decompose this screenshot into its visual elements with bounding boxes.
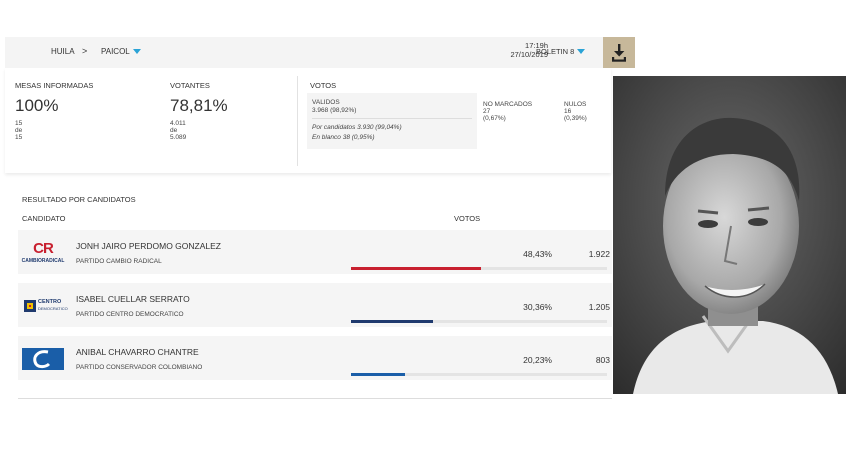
- candidate-name: JONH JAIRO PERDOMO GONZALEZ: [76, 241, 221, 251]
- votantes-total: 5.089: [170, 134, 187, 141]
- vote-count: 803: [595, 355, 610, 365]
- votantes-count: 4.011 de 5.089: [170, 120, 186, 141]
- party-name: PARTIDO CENTRO DEMOCRATICO: [76, 311, 184, 318]
- column-candidate: CANDIDATO: [22, 214, 66, 223]
- vote-count: 1.922: [588, 249, 610, 259]
- conservador-logo: [21, 345, 65, 373]
- cambio-radical-logo: CR CAMBIORADICAL: [21, 239, 65, 267]
- breadcrumb-paicol[interactable]: PAICOL: [101, 47, 130, 56]
- chevron-down-icon[interactable]: [133, 49, 141, 54]
- por-candidatos: Por candidatos 3.930 (99,04%): [312, 124, 402, 131]
- date-text: 27/10/2019: [510, 50, 548, 59]
- logo-text: CENTRO: [38, 299, 62, 305]
- portrait-image: [613, 76, 846, 394]
- mesas-count: 15 de 15: [15, 120, 22, 141]
- nulos-value: 16: [564, 108, 572, 115]
- logo-caption: DEMOCRATICO: [38, 306, 68, 311]
- vote-bar: [351, 320, 433, 323]
- hand-icon: [24, 300, 36, 312]
- no-marcados-label: NO MARCADOS: [483, 101, 533, 108]
- vote-bar: [351, 373, 406, 376]
- mesas-percentage: 100%: [15, 96, 59, 115]
- divider: [18, 398, 612, 399]
- boletin-selector[interactable]: BOLETIN 8: [536, 47, 575, 56]
- vote-percentage: 30,36%: [523, 302, 552, 312]
- party-name: PARTIDO CAMBIO RADICAL: [76, 258, 162, 265]
- candidate-row[interactable]: ANIBAL CHAVARRO CHANTRE PARTIDO CONSERVA…: [18, 336, 612, 380]
- validos-divider: [312, 118, 472, 119]
- votantes-count-a: 4.011: [170, 120, 186, 127]
- validos-value: 3.968 (98,92%): [312, 107, 357, 114]
- en-blanco: En blanco 38 (0,95%): [312, 134, 375, 141]
- votantes-de: de: [170, 127, 178, 134]
- conservador-icon: [22, 348, 64, 370]
- votantes-percentage: 78,81%: [170, 96, 228, 115]
- column-votes: VOTOS: [454, 214, 481, 223]
- party-name: PARTIDO CONSERVADOR COLOMBIANO: [76, 364, 203, 371]
- mesas-de: de: [15, 127, 23, 134]
- votantes-label: VOTANTES: [170, 81, 210, 90]
- nulos: NULOS 16 (0,39%): [564, 101, 587, 122]
- time-text: 17:19h: [525, 41, 548, 50]
- download-icon: [612, 44, 626, 62]
- mesas-label: MESAS INFORMADAS: [15, 81, 94, 90]
- mesas-informed: 15: [15, 120, 23, 127]
- no-marcados-value: 27: [483, 108, 491, 115]
- vote-percentage: 20,23%: [523, 355, 552, 365]
- vote-bar-track: [351, 373, 607, 376]
- vote-percentage: 48,43%: [523, 249, 552, 259]
- candidate-row[interactable]: CR CAMBIORADICAL JONH JAIRO PERDOMO GONZ…: [18, 230, 612, 274]
- candidate-name: ISABEL CUELLAR SERRATO: [76, 294, 190, 304]
- download-button[interactable]: [603, 37, 635, 68]
- mesas-total: 15: [15, 134, 23, 141]
- vote-count: 1.205: [588, 302, 610, 312]
- validos-box: VALIDOS 3.968 (98,92%) Por candidatos 3.…: [307, 93, 477, 149]
- top-bar: HUILA > PAICOL 17:19h 27/10/2019 BOLETIN…: [5, 37, 635, 68]
- timestamp: 17:19h 27/10/2019: [478, 41, 548, 59]
- nulos-pct: (0,39%): [564, 115, 587, 122]
- centro-democratico-logo: CENTRO DEMOCRATICO: [21, 292, 68, 320]
- no-marcados: NO MARCADOS 27 (0,67%): [483, 101, 532, 122]
- vote-bar-track: [351, 320, 607, 323]
- candidate-name: ANIBAL CHAVARRO CHANTRE: [76, 347, 199, 357]
- votos-label: VOTOS: [310, 81, 337, 90]
- logo-text: CR: [33, 240, 54, 257]
- chevron-down-icon[interactable]: [577, 49, 585, 54]
- divider: [297, 76, 298, 166]
- breadcrumb-huila[interactable]: HUILA: [51, 47, 75, 56]
- candidate-photo: [613, 76, 846, 394]
- vote-bar: [351, 267, 482, 270]
- candidate-row[interactable]: CENTRO DEMOCRATICO ISABEL CUELLAR SERRAT…: [18, 283, 612, 327]
- results-title: RESULTADO POR CANDIDATOS: [22, 195, 136, 204]
- logo-caption: CAMBIORADICAL: [21, 258, 65, 264]
- breadcrumb-separator: >: [82, 46, 88, 56]
- validos-label: VALIDOS: [312, 99, 340, 106]
- nulos-label: NULOS: [564, 101, 587, 108]
- no-marcados-pct: (0,67%): [483, 115, 506, 122]
- vote-bar-track: [351, 267, 607, 270]
